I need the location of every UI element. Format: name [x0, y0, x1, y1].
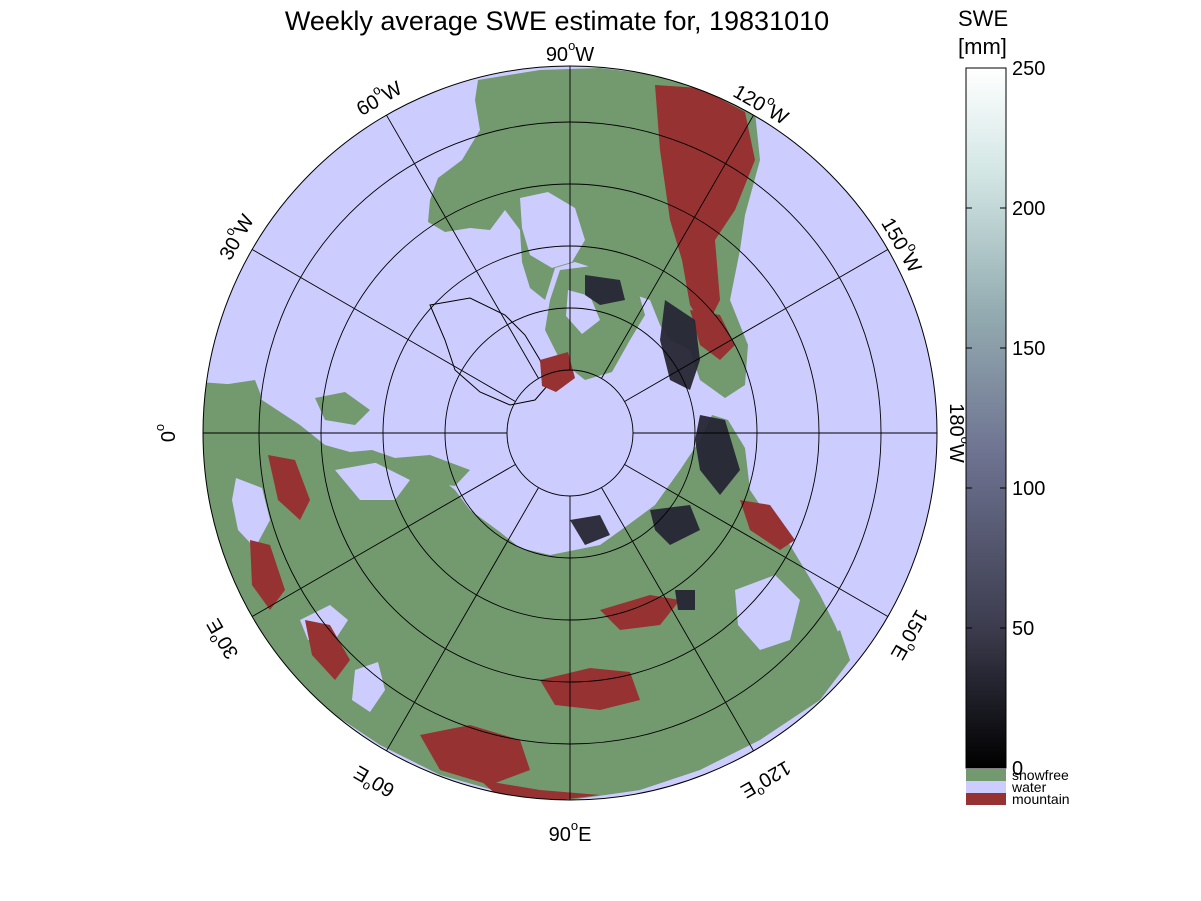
longitude-label: 0o: [152, 424, 180, 442]
legend-swatch-mountain: [966, 793, 1006, 805]
legend-label-snowfree: snowfree: [1012, 767, 1069, 783]
land-iceland: [222, 380, 262, 405]
greenland: [429, 297, 549, 406]
legend-swatch-snowfree: [966, 769, 1006, 781]
colorbar-tick-label: 150: [1012, 338, 1045, 360]
water-channels: [566, 290, 600, 334]
land-svalbard: [315, 392, 370, 425]
water-caspian: [352, 662, 385, 712]
water-barents: [335, 462, 410, 500]
polar-map: [203, 66, 937, 800]
colorbar-unit: [mm]: [958, 34, 1007, 59]
colorbar-gradient: [965, 67, 1007, 769]
colorbar: SWE [mm] 0 50 100 150 200 250 snowfreewatermo…: [958, 6, 1070, 807]
longitude-label: 120oE: [736, 756, 797, 807]
longitude-label: 90oW: [546, 38, 594, 66]
colorbar-tick-label: 250: [1012, 58, 1045, 80]
legend-label-water: water: [1011, 779, 1047, 795]
map-boundary: [202, 65, 938, 801]
longitude-label: 30oE: [198, 614, 244, 665]
water-baltic: [232, 478, 270, 548]
longitude-label: 180oW: [945, 403, 973, 463]
colorbar-tick-label: 100: [1012, 478, 1045, 500]
legend-swatch-water: [966, 781, 1006, 793]
colorbar-ticks: 0 50 100 150 200 250: [966, 58, 1045, 780]
map-title: Weekly average SWE estimate for, 1983101…: [285, 6, 829, 36]
mountain-regions: [250, 85, 795, 800]
land-novaya-zemlya: [370, 455, 470, 486]
colorbar-tick-label: 50: [1012, 618, 1034, 640]
swe-snow-patches: [570, 275, 740, 610]
colorbar-tick-label: 200: [1012, 198, 1045, 220]
land-japan: [820, 630, 850, 680]
longitude-label: 60oE: [348, 760, 399, 806]
colorbar-tick-label: 0: [1012, 758, 1023, 780]
mountain-greenland: [540, 352, 575, 392]
longitude-label: 90oE: [549, 818, 592, 846]
colorbar-title: SWE: [958, 6, 1008, 31]
legend-label-mountain: mountain: [1012, 791, 1070, 807]
longitude-label: 150oE: [886, 605, 937, 666]
graticule: [203, 66, 937, 800]
water-sea-of-okhotsk: [735, 575, 800, 650]
